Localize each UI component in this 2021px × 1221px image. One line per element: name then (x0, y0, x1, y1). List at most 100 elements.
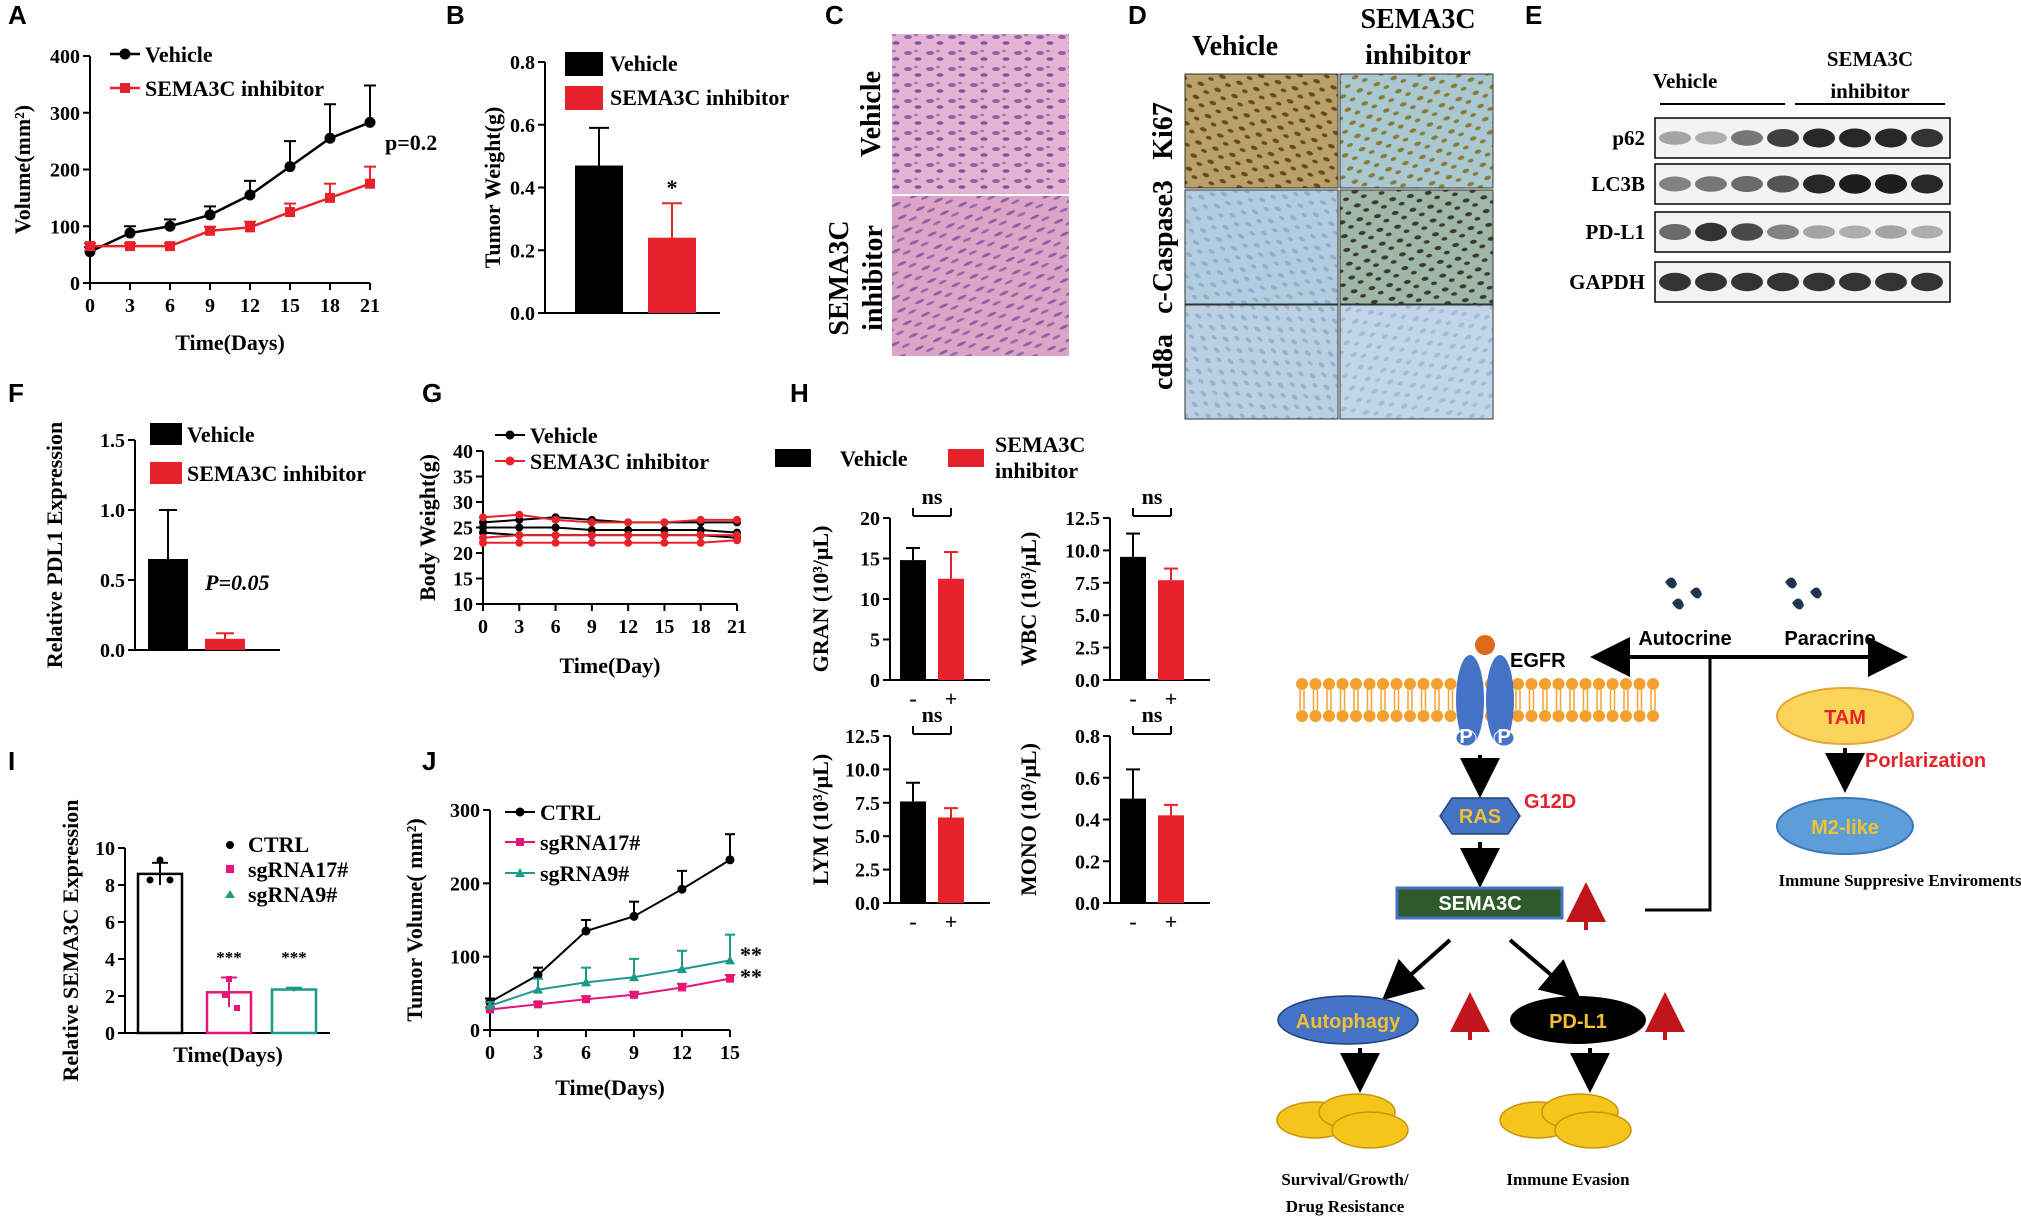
blot-band (1695, 272, 1727, 292)
lipid-head (1296, 678, 1308, 690)
m2-label: M2-like (1811, 817, 1879, 839)
lipid-head (1566, 710, 1578, 722)
x-tick-label: 15 (654, 616, 674, 638)
phospho-label: P (1459, 726, 1472, 748)
data-point (551, 531, 560, 540)
lipid-head (1377, 710, 1389, 722)
row-label-c-caspase3: c-Caspase3 (1148, 180, 1179, 314)
legend-inhibitor-word-label: inhibitor (995, 458, 1078, 483)
legend-marker-vehicle (119, 48, 131, 60)
x-tick-label: 0 (485, 1042, 495, 1064)
blot-band (1839, 225, 1871, 239)
legend-marker-sgrna17 (516, 838, 524, 846)
panel-label-h: H (790, 378, 809, 408)
legend-swatch-vehicle (565, 52, 603, 76)
ras-label: RAS (1459, 806, 1501, 828)
data-point (324, 132, 336, 144)
blot-band (1803, 128, 1835, 148)
drug-resistance-label: Drug Resistance (1286, 1197, 1405, 1216)
lipid-head (1417, 710, 1430, 722)
y-tick-label: 0.0 (1075, 670, 1100, 692)
lipid-head (1539, 678, 1551, 690)
ns-annotation: ns (922, 484, 943, 509)
data-point (285, 207, 295, 218)
y-tick-label: 15 (453, 569, 473, 591)
ligand-icon (1672, 598, 1684, 610)
data-point (660, 538, 669, 547)
blot-band (1767, 129, 1799, 147)
autophagy-node (1277, 995, 1419, 1045)
sema3c-to-pdl1-arrow (1508, 938, 1582, 1001)
x-tick-label: 15 (280, 295, 300, 317)
y-tick-label: 2.5 (1075, 638, 1100, 660)
data-point (733, 515, 741, 524)
lipid-head (1296, 710, 1308, 722)
lane-group-vehicle: Vehicle (1653, 69, 1718, 93)
blot-label-lc3b: LC3B (1591, 172, 1645, 196)
data-point (629, 972, 639, 982)
x-tick-label: 3 (533, 1042, 543, 1064)
lipid-head (1620, 678, 1632, 690)
data-point (587, 538, 596, 547)
y-tick-label: 10.0 (845, 759, 880, 781)
data-point (164, 220, 176, 232)
x-tick-label: - (1129, 909, 1136, 934)
blot-band (1659, 272, 1691, 292)
legend-sema3c-label: SEMA3C (995, 432, 1085, 457)
p-value-annotation: p=0.2 (385, 130, 437, 155)
series-line (482, 513, 737, 524)
y-tick-label: 300 (50, 103, 80, 125)
lipid-head (1512, 678, 1524, 690)
blot-band (1839, 272, 1871, 292)
y-tick-label: 25 (453, 518, 473, 540)
y-tick-label: 10.0 (1065, 540, 1100, 562)
data-point (479, 513, 487, 522)
lipid-head (1512, 710, 1524, 722)
significance-star: * (667, 175, 678, 200)
y-tick-label: 20 (860, 508, 880, 530)
lipid-head (1566, 678, 1578, 690)
row-label-cd8a: cd8a (1148, 334, 1179, 390)
sema3c-label: SEMA3C (1438, 893, 1521, 915)
x-tick-label: + (1165, 909, 1178, 934)
data-point (515, 523, 524, 532)
series-line-inhibitor (90, 182, 371, 248)
data-point (624, 531, 633, 540)
y-tick-label: 6 (105, 912, 115, 934)
legend-swatch-inhibitor (150, 462, 182, 484)
blot-band (1731, 176, 1763, 192)
y-tick-label: 0.6 (1075, 768, 1100, 790)
y-tick-label: 30 (453, 492, 473, 514)
polarization-label: Porlarization (1865, 750, 1986, 772)
ligand-icon (1690, 587, 1702, 599)
sema3c-to-autophagy-arrow (1382, 938, 1452, 1001)
y-tick-label: 100 (450, 947, 480, 969)
data-point (533, 984, 543, 994)
data-point (733, 536, 741, 545)
column-label-vehicle: Vehicle (1192, 31, 1278, 62)
survival-cells-icon (1331, 1111, 1409, 1149)
x-tick-label: 9 (629, 1042, 639, 1064)
blot-band (1911, 225, 1943, 239)
legend-vehicle-label: Vehicle (610, 51, 678, 76)
y-tick-label: 7.5 (855, 793, 880, 815)
replicate-point (234, 1005, 240, 1011)
y-tick-label: 12.5 (1065, 508, 1100, 530)
replicate-point (146, 876, 154, 884)
blot-band (1731, 272, 1763, 292)
y-tick-label: 0.8 (1075, 726, 1100, 748)
x-tick-label: 12 (618, 616, 638, 638)
blot-band (1803, 174, 1835, 194)
y-tick-label: 0.0 (510, 303, 535, 325)
blot-label-p62: p62 (1612, 126, 1645, 150)
blot-band (1839, 128, 1871, 148)
x-tick-label: + (945, 909, 958, 934)
y-tick-label: 10 (860, 589, 880, 611)
lipid-head (1404, 678, 1416, 690)
bar (648, 237, 696, 313)
replicate-point (222, 992, 228, 998)
bar (1120, 556, 1146, 680)
row-label-ki67: Ki67 (1148, 102, 1179, 160)
ligand-icon (1792, 598, 1804, 610)
data-point (515, 510, 524, 519)
